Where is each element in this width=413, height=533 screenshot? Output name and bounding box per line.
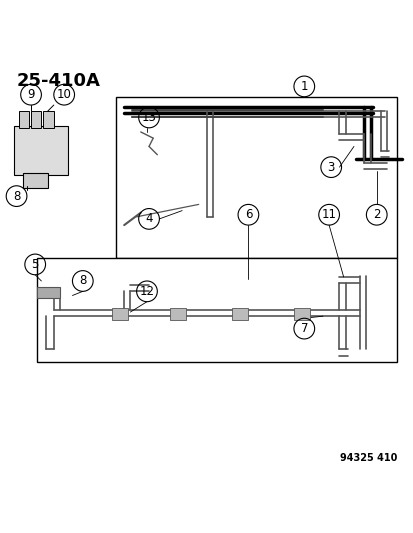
Text: 1: 1 [300,80,307,93]
FancyBboxPatch shape [116,97,396,258]
Text: 8: 8 [79,274,86,287]
Bar [37,287,60,297]
Text: 94325 410: 94325 410 [339,453,396,463]
Bar [112,308,128,320]
Bar [293,308,310,320]
Bar [31,111,41,128]
Text: 8: 8 [13,190,20,203]
Text: 7: 7 [300,322,307,335]
Bar [14,126,68,175]
Bar [23,173,47,188]
Text: 11: 11 [321,208,336,221]
Bar [169,308,186,320]
Text: 2: 2 [372,208,380,221]
Text: 4: 4 [145,212,152,225]
Text: 3: 3 [327,160,334,174]
Text: 13: 13 [141,111,156,124]
Text: 9: 9 [27,88,35,101]
Text: 12: 12 [139,285,154,298]
Text: 25-410A: 25-410A [17,72,100,90]
Text: 5: 5 [31,258,39,271]
Bar [43,111,54,128]
Text: 6: 6 [244,208,252,221]
FancyBboxPatch shape [37,258,396,362]
Bar [19,111,29,128]
Text: 10: 10 [57,88,71,101]
Bar [231,308,248,320]
